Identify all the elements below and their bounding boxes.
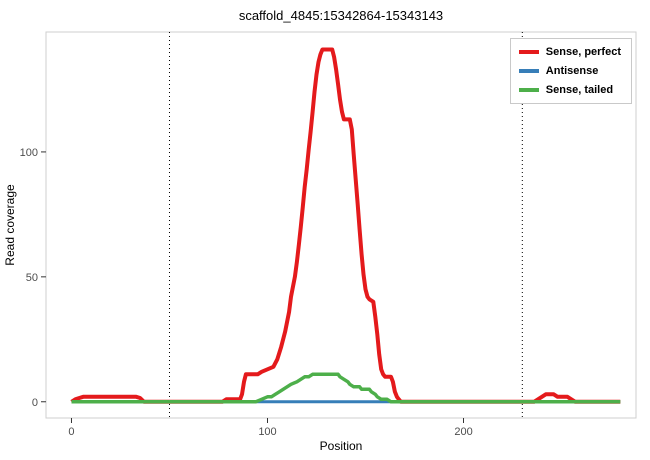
legend-label: Antisense (545, 65, 599, 77)
y-axis-ticks: 0 50 100 (20, 147, 46, 409)
series-line-sense-perfect (70, 47, 621, 404)
legend-swatch (518, 69, 539, 73)
legend: Sense, perfect Antisense Sense, tailed (509, 38, 632, 104)
legend-label: Sense, perfect (545, 46, 621, 58)
legend-entry: Sense, tailed (518, 84, 621, 96)
chart-title: scaffold_4845:15342864-15343143 (239, 8, 443, 23)
y-tick-label: 0 (32, 397, 38, 409)
series-lines (70, 47, 621, 404)
y-axis-label: Read coverage (3, 184, 17, 266)
legend-swatch (518, 50, 539, 54)
legend-entry: Antisense (518, 65, 621, 77)
legend-label: Sense, tailed (545, 84, 614, 96)
x-tick-label: 0 (68, 426, 74, 438)
x-axis-ticks: 0 100 200 (68, 418, 473, 438)
x-axis-label: Position (320, 439, 363, 453)
x-tick-label: 200 (454, 426, 472, 438)
y-tick-label: 50 (26, 272, 38, 284)
legend-entry: Sense, perfect (518, 46, 621, 58)
legend-swatch (518, 88, 539, 92)
y-tick-label: 100 (20, 147, 38, 159)
series-line-sense-tailed (71, 372, 621, 404)
x-tick-label: 100 (258, 426, 276, 438)
